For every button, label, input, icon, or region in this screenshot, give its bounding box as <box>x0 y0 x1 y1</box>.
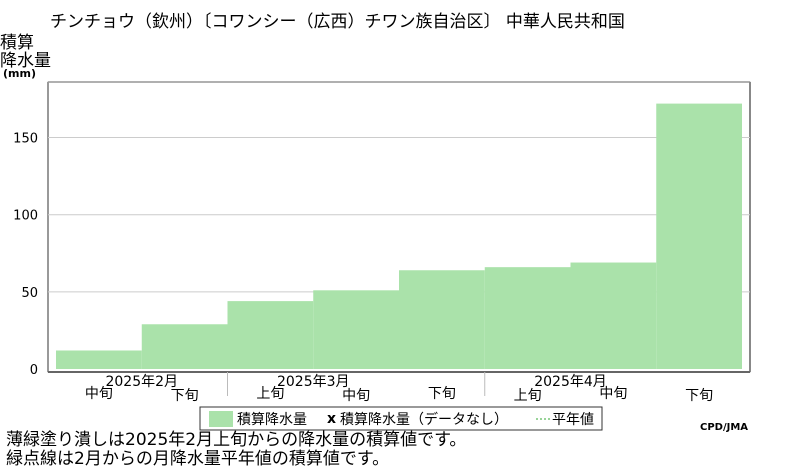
legend-item-normal: 平年値 <box>552 412 594 428</box>
bar-4 <box>399 270 485 369</box>
y-tick-label: 100 <box>13 209 38 224</box>
period-label: 上旬 <box>256 386 284 402</box>
legend-marker-x: x <box>327 411 336 427</box>
month-label: 2025年4月 <box>534 374 607 390</box>
note-fill-description: 薄緑塗り潰しは2025年2月上旬からの降水量の積算値です。 <box>6 430 467 450</box>
legend-item-no-data: 積算降水量（データなし） <box>340 411 508 428</box>
period-label: 中旬 <box>599 386 627 402</box>
period-label: 上旬 <box>514 388 542 404</box>
bar-3 <box>313 290 399 369</box>
period-label: 中旬 <box>342 388 370 404</box>
y-axis-label-line2: 降水量 <box>0 51 51 71</box>
legend-box <box>199 406 603 431</box>
period-label: 下旬 <box>685 388 713 404</box>
month-label: 2025年3月 <box>277 374 350 390</box>
y-axis-unit: (mm) <box>3 67 36 80</box>
bar-6 <box>570 262 657 369</box>
y-tick-label: 150 <box>13 132 38 147</box>
y-axis-label-line1: 積算 <box>0 33 34 53</box>
bar-5 <box>484 267 571 369</box>
bar-2 <box>227 301 314 369</box>
period-label: 中旬 <box>85 386 113 402</box>
bar-1 <box>141 324 228 369</box>
note-line-description: 緑点線は2月からの月降水量平年値の積算値です。 <box>6 449 390 469</box>
period-label: 下旬 <box>171 388 199 404</box>
legend-swatch-accumulated <box>209 411 233 427</box>
period-label: 下旬 <box>428 386 456 402</box>
y-tick-label: 0 <box>30 363 38 378</box>
bar-7 <box>656 103 742 370</box>
legend: 積算降水量 x 積算降水量（データなし） 平年値 <box>199 406 603 431</box>
legend-item-accumulated: 積算降水量 <box>237 412 307 428</box>
y-tick-label: 50 <box>21 286 38 301</box>
credit-label: CPD/JMA <box>700 422 748 433</box>
month-label: 2025年2月 <box>105 374 178 390</box>
bar-0 <box>56 350 142 369</box>
chart-title: チンチョウ（欽州）〔コワンシー（広西）チワン族自治区〕 中華人民共和国 <box>50 12 625 32</box>
